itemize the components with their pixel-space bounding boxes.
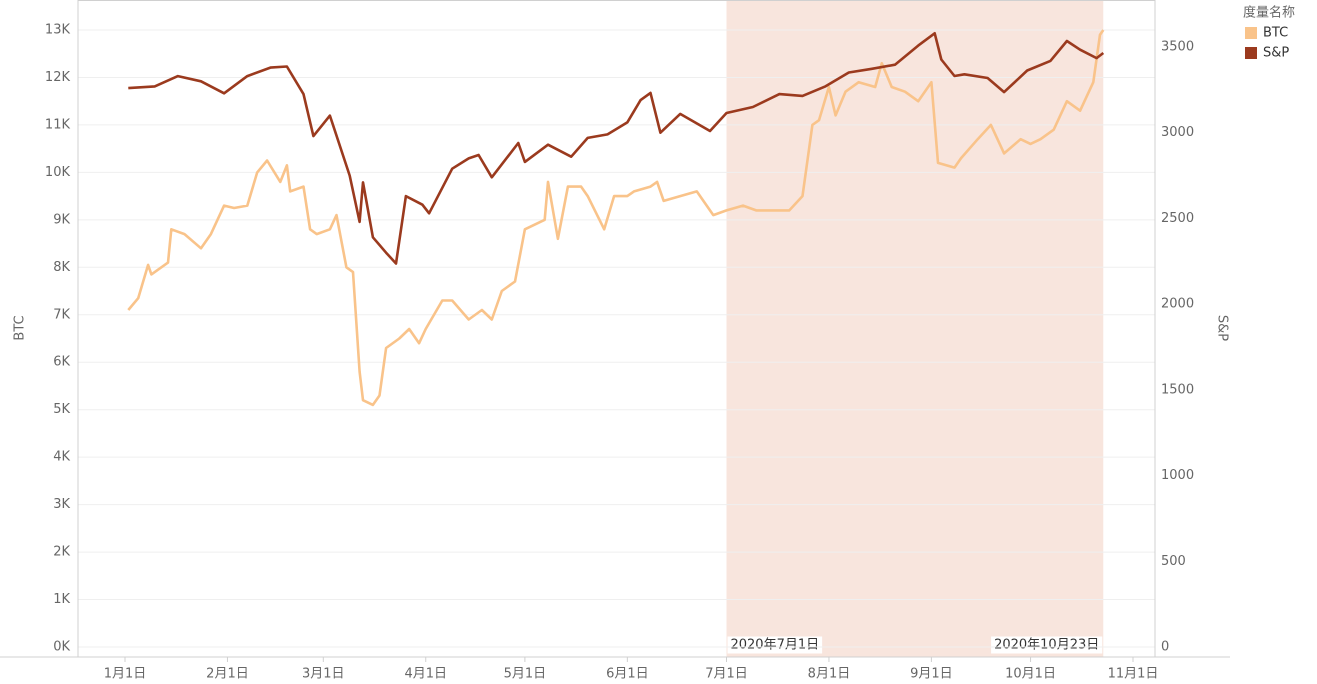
highlight-label: 2020年7月1日 bbox=[730, 638, 819, 653]
legend-title: 度量名称 bbox=[1243, 5, 1295, 21]
y2-tick-label: 0 bbox=[1161, 640, 1169, 655]
x-tick-label: 1月1日 bbox=[104, 667, 147, 682]
legend-swatch bbox=[1245, 47, 1257, 59]
x-tick-label: 4月1日 bbox=[404, 667, 447, 682]
x-tick-label: 3月1日 bbox=[302, 667, 345, 682]
highlight-band bbox=[726, 0, 1104, 657]
y-tick-label: 4K bbox=[53, 450, 70, 465]
y-tick-label: 9K bbox=[53, 212, 70, 227]
y2-tick-label: 2500 bbox=[1161, 211, 1194, 226]
y-tick-label: 12K bbox=[45, 70, 71, 85]
series-line bbox=[127, 29, 1105, 407]
series-line bbox=[128, 31, 1105, 265]
y-tick-label: 6K bbox=[53, 355, 70, 370]
x-tick-label: 6月1日 bbox=[606, 667, 649, 682]
x-tick-label: 5月1日 bbox=[504, 667, 547, 682]
y-tick-label: 13K bbox=[45, 23, 71, 38]
y-tick-label: 8K bbox=[53, 260, 70, 275]
y2-tick-label: 1500 bbox=[1161, 382, 1194, 397]
y-axis-title: BTC bbox=[13, 315, 28, 340]
y-tick-label: 7K bbox=[53, 307, 70, 322]
y-tick-label: 10K bbox=[45, 165, 71, 180]
x-tick-label: 11月1日 bbox=[1108, 667, 1159, 682]
x-tick-label: 10月1日 bbox=[1005, 667, 1056, 682]
y2-tick-label: 1000 bbox=[1161, 468, 1194, 483]
legend-label: S&P bbox=[1263, 46, 1289, 61]
highlight-label: 2020年10月23日 bbox=[994, 638, 1099, 653]
y-tick-label: 1K bbox=[53, 592, 70, 607]
x-tick-label: 9月1日 bbox=[910, 667, 953, 682]
highlight-label-bg bbox=[991, 636, 1103, 654]
y2-tick-label: 2000 bbox=[1161, 297, 1194, 312]
y-tick-label: 11K bbox=[45, 117, 71, 132]
y2-tick-label: 3500 bbox=[1161, 40, 1194, 55]
y-tick-label: 0K bbox=[53, 640, 70, 655]
x-tick-label: 8月1日 bbox=[808, 667, 851, 682]
y2-axis-title: S&P bbox=[1215, 315, 1230, 341]
y-tick-label: 5K bbox=[53, 402, 70, 417]
x-tick-label: 2月1日 bbox=[206, 667, 249, 682]
legend-swatch bbox=[1245, 27, 1257, 39]
legend-label: BTC bbox=[1263, 26, 1288, 41]
y-tick-label: 3K bbox=[53, 497, 70, 512]
y-tick-label: 2K bbox=[53, 545, 70, 560]
highlight-label-bg bbox=[727, 636, 823, 654]
y2-tick-label: 3000 bbox=[1161, 125, 1194, 140]
y2-tick-label: 500 bbox=[1161, 554, 1186, 569]
x-tick-label: 7月1日 bbox=[705, 667, 748, 682]
